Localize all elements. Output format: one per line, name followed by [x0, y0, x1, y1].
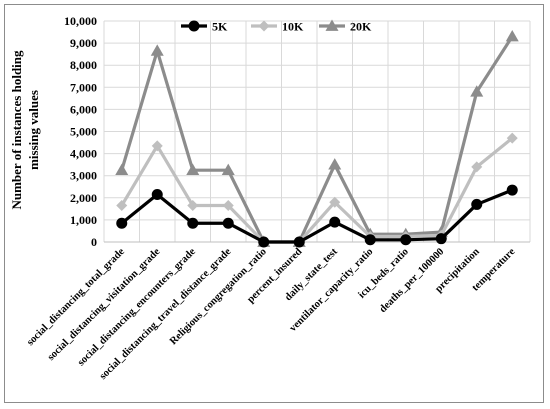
legend: 5K 10K 20K: [181, 19, 372, 34]
data-point: [115, 163, 129, 176]
data-point: [470, 85, 484, 97]
data-point: [329, 196, 341, 208]
data-point: [187, 217, 199, 229]
series-line: [120, 35, 514, 244]
data-point: [505, 29, 519, 42]
legend-label: 10K: [282, 20, 304, 34]
y-tick-label: 7,000: [70, 80, 97, 94]
data-point: [222, 217, 234, 229]
x-tick-label: social_distancing_travel_distance_grade: [98, 246, 234, 382]
series-line: [120, 188, 513, 244]
y-tick-label: 4,000: [70, 147, 97, 161]
legend-item-20K: 20K: [319, 19, 372, 34]
legend-marker: [325, 19, 339, 31]
series-5K: [116, 184, 518, 248]
data-point: [186, 163, 200, 176]
data-point: [329, 216, 341, 228]
data-point: [222, 200, 234, 212]
y-axis-title: Number of instances holding missing valu…: [9, 50, 41, 210]
y-tick-label: 1,000: [70, 213, 97, 227]
data-point: [506, 132, 518, 144]
data-point: [116, 200, 128, 212]
legend-marker: [188, 20, 200, 32]
y-tick-label: 2,000: [70, 191, 97, 205]
data-point: [364, 234, 376, 246]
y-axis-title-line-1: Number of instances holding: [9, 50, 24, 210]
y-axis-title-line-2: missing values: [26, 90, 41, 170]
data-point: [187, 200, 199, 212]
data-point: [293, 236, 305, 248]
x-axis-ticks: social_distancing_total_gradesocial_dist…: [25, 246, 518, 382]
y-tick-label: 10,000: [64, 14, 97, 28]
data-point: [471, 161, 483, 173]
y-tick-label: 5,000: [70, 125, 97, 139]
data-point: [151, 188, 163, 200]
y-tick-label: 8,000: [70, 58, 97, 72]
y-tick-label: 3,000: [70, 169, 97, 183]
legend-label: 20K: [350, 20, 372, 34]
data-point: [328, 158, 342, 170]
data-point: [506, 184, 518, 196]
data-point: [435, 233, 447, 245]
data-point: [116, 217, 128, 229]
y-tick-label: 9,000: [70, 36, 97, 50]
series-line: [120, 136, 514, 244]
legend-item-5K: 5K: [181, 20, 228, 34]
y-tick-label: 6,000: [70, 102, 97, 116]
legend-item-10K: 10K: [251, 20, 304, 34]
legend-label: 5K: [212, 20, 228, 34]
x-tick-label: deaths_per_100000: [378, 246, 447, 315]
y-axis-ticks: 0 1,000 2,000 3,000 4,000 5,000 6,000 7,000 8,00…: [64, 14, 97, 249]
series-10K: [116, 132, 518, 248]
legend-marker: [258, 20, 270, 32]
chart-frame: [4, 4, 544, 403]
data-point: [400, 234, 412, 246]
data-point: [221, 163, 235, 176]
data-point: [471, 198, 483, 210]
y-tick-label: 0: [91, 235, 97, 249]
data-point: [150, 44, 164, 56]
data-point: [151, 140, 163, 152]
series-layer: [115, 29, 519, 248]
data-point: [258, 236, 270, 248]
